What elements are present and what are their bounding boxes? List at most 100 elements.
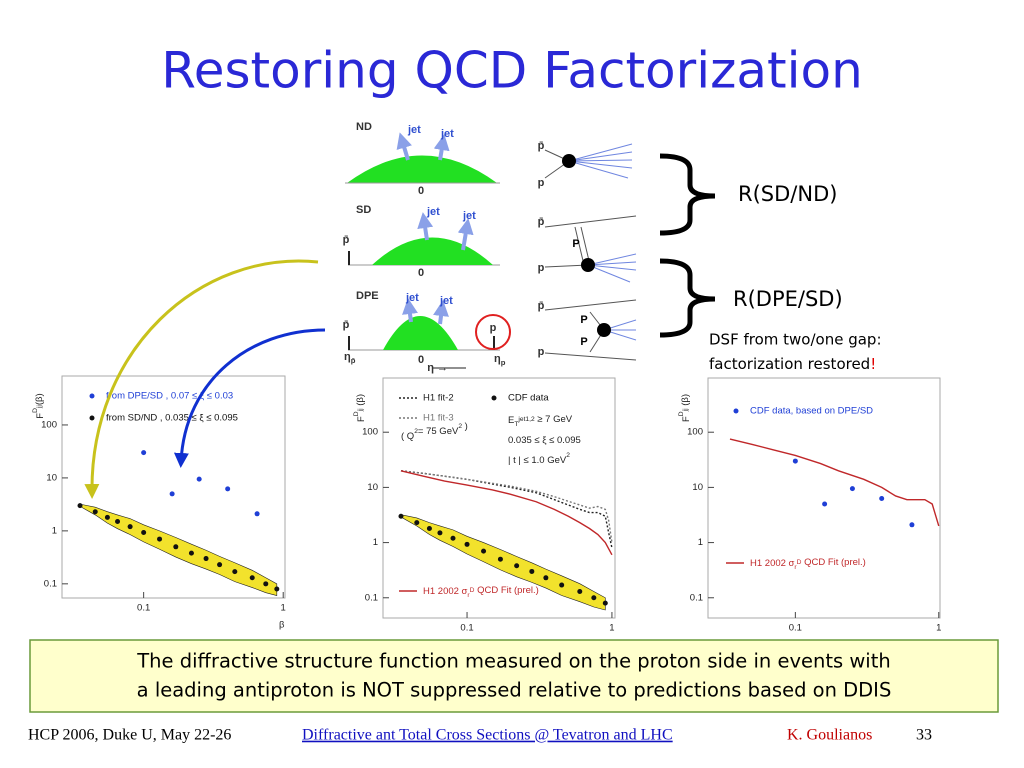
- eta-zero: 0: [418, 354, 424, 366]
- data-point: [591, 595, 597, 601]
- data-point: [254, 511, 260, 517]
- superscript: D: [678, 411, 685, 416]
- data-point: [426, 525, 432, 531]
- jet-label: jet: [426, 206, 440, 218]
- jet-label: jet: [440, 128, 454, 140]
- x-tick-label: 1: [609, 623, 614, 634]
- graph-label: P: [580, 336, 587, 348]
- data-point: [514, 563, 520, 569]
- legend-label: from SD/ND , 0.035 ≤ ξ ≤ 0.095: [106, 413, 238, 424]
- text-part: ≥ 7 GeV: [535, 414, 573, 425]
- braces: [659, 153, 716, 338]
- data-point: [398, 513, 404, 519]
- note-mark: !: [870, 355, 876, 373]
- text-part: 0.035 ≤ ξ ≤ 0.095: [508, 435, 581, 446]
- legend-marker: [89, 393, 95, 399]
- eta-pbar: ηp̄: [344, 351, 356, 365]
- footer-event: HCP 2006, Duke U, May 22-26: [28, 727, 231, 744]
- y-tick-label: 1: [52, 525, 57, 536]
- vertices: [562, 154, 611, 337]
- text-part: QCD Fit (prel.): [474, 585, 538, 596]
- y-tick-label: 10: [367, 482, 378, 493]
- data-point: [909, 522, 915, 528]
- text-part: H1 2002 σ: [423, 586, 468, 597]
- data-point: [188, 550, 194, 556]
- data-point: [414, 520, 420, 526]
- text-part: F: [35, 413, 46, 419]
- superscript: 2: [566, 452, 570, 459]
- data-point: [169, 491, 175, 497]
- eta-zero: 0: [418, 185, 424, 197]
- data-point: [879, 495, 885, 501]
- superscript: jet1,2: [517, 416, 535, 423]
- x-tick-label: 1: [281, 603, 286, 614]
- data-point: [104, 514, 110, 520]
- superscript: D: [797, 559, 802, 566]
- plot-note: | t | ≤ 1.0 GeV2: [508, 452, 570, 466]
- y-tick-label: 100: [362, 427, 378, 438]
- plot-note: ETjet1,2 ≥ 7 GeV: [508, 414, 573, 428]
- y-tick-label: 1: [373, 537, 378, 548]
- legend-label: H1 fit-2: [423, 393, 454, 404]
- data-point: [173, 544, 179, 550]
- graph-label: p̄: [538, 300, 545, 312]
- data-point: [529, 568, 535, 574]
- nd-dome: [347, 155, 497, 183]
- eta-axis-label: η →: [427, 362, 448, 374]
- graph-label: p̄: [538, 216, 545, 228]
- text-part: (β): [355, 394, 366, 408]
- data-point: [464, 541, 470, 547]
- y-tick-label: 100: [687, 427, 703, 438]
- data-point: [203, 556, 209, 562]
- rapidity-diagrams: [345, 132, 511, 369]
- arrow: →: [437, 362, 448, 374]
- plot-frame: [61, 375, 286, 599]
- data-point: [274, 586, 280, 592]
- text-part: ( Q: [401, 431, 414, 442]
- data-point: [232, 569, 238, 575]
- graph-label: p: [538, 262, 545, 274]
- footer-author: K. Goulianos: [787, 727, 872, 744]
- subscript: jj: [682, 408, 689, 412]
- y-axis-label: FDjj (β): [353, 394, 367, 422]
- row-label: SD: [356, 204, 371, 216]
- data-point: [822, 501, 828, 507]
- fit-curve: [400, 470, 613, 556]
- row-label: DPE: [356, 290, 379, 302]
- graph-label: p̄: [538, 140, 545, 152]
- note-text: factorization restored: [709, 355, 870, 373]
- subscript: p: [501, 358, 506, 367]
- eta-zero: 0: [418, 267, 424, 279]
- fit-curve: [729, 438, 940, 527]
- text-part: F: [681, 416, 692, 422]
- graph-label: P: [580, 314, 587, 326]
- superscript: D: [470, 587, 475, 594]
- y-tick-label: 100: [41, 419, 57, 430]
- graph-label: p: [538, 346, 545, 358]
- highlight-circle: [475, 314, 511, 350]
- legend-label: CDF data, based on DPE/SD: [750, 406, 873, 417]
- y-tick-label: 0.1: [44, 578, 57, 589]
- plot: 0.1 1 10 100 0.1 1 β FDjj(β) from SD/ND , 0.035 …: [32, 375, 286, 631]
- jet-arrows: [396, 132, 474, 325]
- text-part: (β): [34, 393, 45, 405]
- data-point: [157, 536, 163, 542]
- x-tick-label: 0.1: [789, 623, 802, 634]
- data-point: [497, 556, 503, 562]
- text-part: ): [462, 421, 468, 432]
- x-tick-label: 0.1: [460, 623, 473, 634]
- footer-talk[interactable]: Diffractive ant Total Cross Sections @ T…: [302, 727, 673, 744]
- y-tick-label: 0.1: [365, 592, 378, 603]
- text-part: E: [508, 415, 514, 426]
- superscript: 2: [458, 423, 462, 430]
- data-point: [141, 450, 147, 456]
- text-part: = 75 GeV: [418, 426, 459, 437]
- y-axis-label: FDjj(β): [32, 393, 46, 418]
- data-point: [543, 575, 549, 581]
- data-point: [77, 503, 83, 509]
- summary-line: a leading antiproton is NOT suppressed r…: [137, 679, 892, 702]
- legend-label: H1 2002 σrD QCD Fit (prel.): [423, 585, 539, 599]
- superscript: 2: [414, 428, 418, 435]
